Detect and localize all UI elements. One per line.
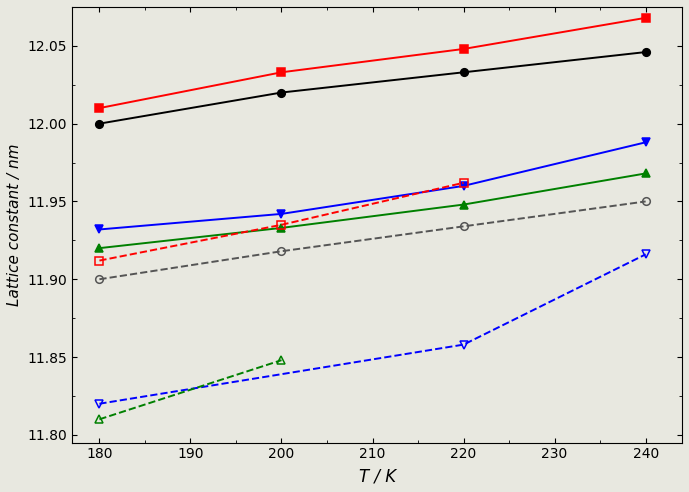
X-axis label: T / K: T / K — [358, 467, 395, 485]
Y-axis label: Lattice constant / nm: Lattice constant / nm — [7, 144, 22, 306]
